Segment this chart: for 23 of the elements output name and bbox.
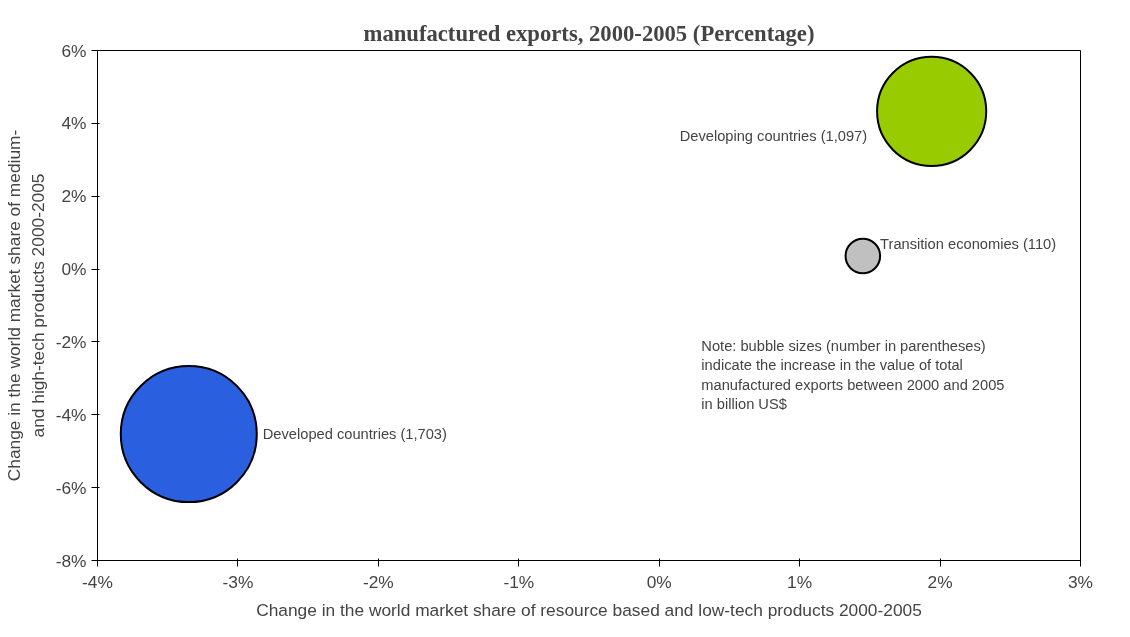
series-label: Developing countries (1,097): [679, 128, 868, 145]
x-tick-label: -4%: [82, 571, 113, 592]
y-tick-label: -6%: [55, 477, 87, 498]
series-label: Transition economies (110): [880, 235, 1057, 252]
y-tick-label: 4%: [61, 113, 87, 134]
x-tick-label: -2%: [362, 571, 394, 592]
x-tick-label: 3%: [1067, 571, 1094, 592]
y-tick-label: 6%: [61, 40, 87, 61]
y-tick-label: 0%: [61, 259, 87, 280]
chart-title: manufactured exports, 2000-2005 (Percentage): [363, 20, 815, 46]
y-tick-label: -8%: [55, 550, 87, 571]
annotation: Note: bubble sizes (number in parentheses) indicate the increase in the value of total manufactured exports between 2000 and 2005 in billion US$: [701, 338, 1005, 412]
x-tick-label: -3%: [222, 571, 254, 592]
x-axis-title: Change in the world market share of resource based and low-tech products 2000-2005: [256, 599, 922, 620]
y-tick-label: -4%: [55, 404, 87, 425]
series-label: Developed countries (1,703): [262, 426, 447, 443]
y-axis-title: Change in the world market share of medium- and high-tech products 2000-2005: [3, 129, 48, 482]
x-tick-label: -1%: [503, 571, 535, 592]
x-tick-label: 1%: [787, 571, 813, 592]
y-tick-label: -2%: [55, 331, 87, 352]
x-tick-label: 0%: [646, 571, 672, 592]
x-tick-label: 2%: [927, 571, 953, 592]
y-tick-label: 2%: [61, 186, 87, 207]
